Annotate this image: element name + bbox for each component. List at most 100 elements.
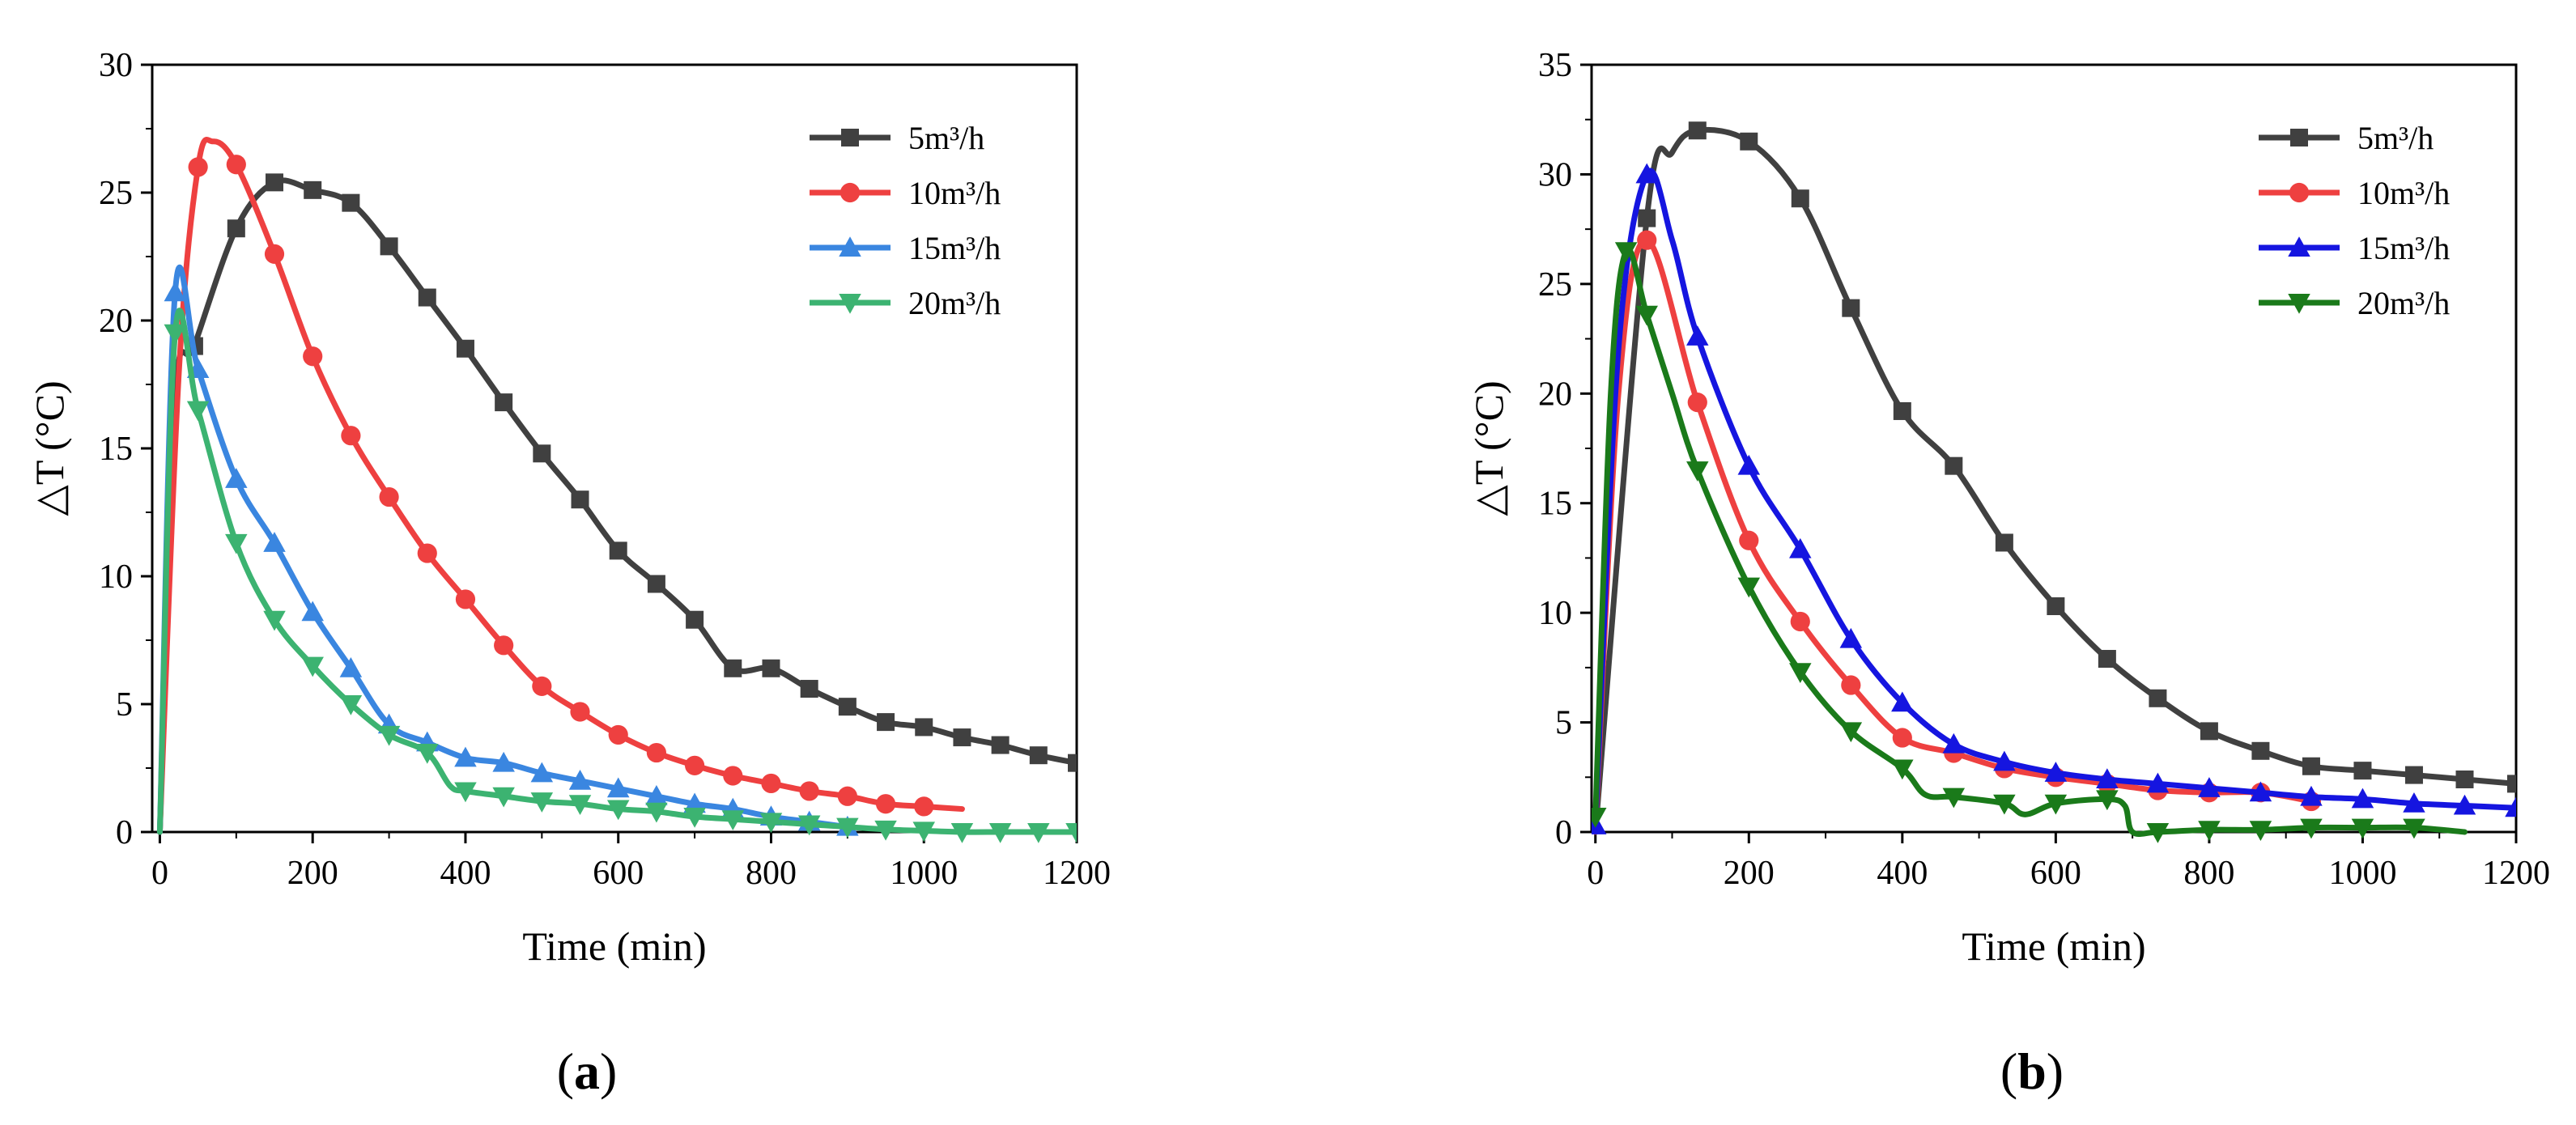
data-point	[1891, 691, 1914, 712]
y-tick-label: 5	[116, 686, 133, 724]
data-point	[1065, 823, 1077, 843]
data-point	[1892, 728, 1912, 748]
y-tick-label: 0	[116, 814, 133, 851]
x-tick-label: 400	[440, 855, 491, 892]
x-axis-title: Time (min)	[1962, 923, 2145, 969]
data-point	[877, 713, 895, 732]
legend-marker	[2288, 294, 2310, 314]
data-point	[2096, 790, 2119, 811]
panel-letter: b	[2017, 1042, 2047, 1100]
legend-marker	[839, 294, 861, 314]
data-point	[800, 680, 818, 698]
data-point	[2096, 768, 2119, 788]
data-point	[494, 635, 514, 656]
data-point	[608, 724, 628, 745]
data-point	[2098, 650, 2116, 669]
data-point	[380, 237, 398, 256]
data-point	[645, 785, 668, 805]
data-point	[1839, 627, 1863, 648]
data-point	[417, 543, 437, 563]
data-point	[456, 339, 474, 358]
y-tick-label: 10	[99, 558, 133, 596]
data-point	[2507, 775, 2516, 793]
data-point	[950, 823, 974, 843]
data-point	[953, 728, 971, 747]
data-point	[875, 794, 896, 814]
data-point	[1686, 461, 1709, 482]
y-tick-label: 20	[1538, 376, 1572, 413]
data-point	[301, 601, 324, 622]
data-point	[684, 755, 705, 775]
series-1	[156, 137, 965, 835]
data-point	[379, 486, 399, 507]
data-point	[799, 781, 819, 801]
data-point	[1635, 305, 1658, 326]
y-tick-label: 10	[1538, 595, 1572, 632]
y-tick-label: 20	[99, 303, 133, 340]
legend-label: 5m³/h	[908, 120, 984, 156]
data-point	[454, 782, 477, 803]
series-line	[1592, 246, 2468, 837]
data-point	[570, 702, 590, 722]
data-point	[1635, 163, 1658, 184]
series-2	[156, 264, 859, 836]
x-tick-label: 1200	[2482, 855, 2550, 892]
data-point	[723, 766, 743, 786]
data-point	[988, 823, 1012, 843]
data-point	[188, 157, 208, 177]
data-point	[2302, 757, 2320, 775]
legend-marker	[2289, 182, 2310, 203]
series-line	[156, 308, 1077, 835]
data-point	[724, 659, 742, 677]
data-point	[1942, 732, 1966, 754]
data-point	[454, 746, 477, 767]
data-point	[2353, 762, 2372, 780]
series-line	[1592, 237, 2315, 835]
data-point	[915, 718, 933, 737]
data-point	[1614, 242, 1638, 262]
data-point	[1638, 209, 1656, 227]
data-point	[1942, 788, 1966, 809]
data-point	[492, 751, 515, 772]
data-point	[301, 656, 324, 677]
series-3	[156, 308, 1077, 843]
data-point	[2198, 821, 2221, 842]
data-point	[2149, 689, 2167, 707]
legend-label: 15m³/h	[908, 230, 1001, 266]
legend-marker	[840, 182, 861, 203]
data-point	[263, 610, 286, 631]
series-0	[1592, 121, 2516, 835]
data-point	[914, 796, 934, 817]
legend-label: 5m³/h	[2357, 120, 2434, 156]
legend: 5m³/h 10m³/h 15m³/h 20m³/h	[2259, 120, 2450, 321]
data-point	[2404, 766, 2423, 784]
data-point	[568, 770, 592, 790]
data-point	[1592, 808, 1607, 828]
x-tick-label: 0	[151, 855, 168, 892]
data-point	[646, 742, 667, 763]
series-line	[156, 137, 965, 835]
data-point	[568, 795, 592, 815]
panel-label: (b)	[2000, 1042, 2064, 1100]
data-point	[533, 444, 551, 463]
data-point	[761, 773, 781, 794]
data-point	[1842, 299, 1860, 317]
data-point	[1068, 754, 1077, 772]
data-point	[762, 659, 780, 677]
data-point	[2455, 770, 2474, 788]
chart-panel-b: 0 200 400 600 800 1000 1200 0 5 10 15 20 25 30 35 Time …	[1466, 47, 2550, 1100]
legend-label: 10m³/h	[908, 175, 1001, 211]
data-point	[2249, 821, 2272, 842]
data-point	[495, 393, 513, 412]
data-point	[1737, 577, 1761, 598]
data-point	[2249, 781, 2272, 802]
data-point	[1688, 121, 1707, 140]
data-point	[225, 533, 248, 554]
series-3	[1592, 242, 2468, 843]
data-point	[225, 468, 248, 488]
x-tick-label: 1200	[1043, 855, 1111, 892]
y-tick-label: 25	[1538, 266, 1572, 304]
data-point	[2146, 823, 2170, 843]
x-tick-label: 1000	[2328, 855, 2396, 892]
